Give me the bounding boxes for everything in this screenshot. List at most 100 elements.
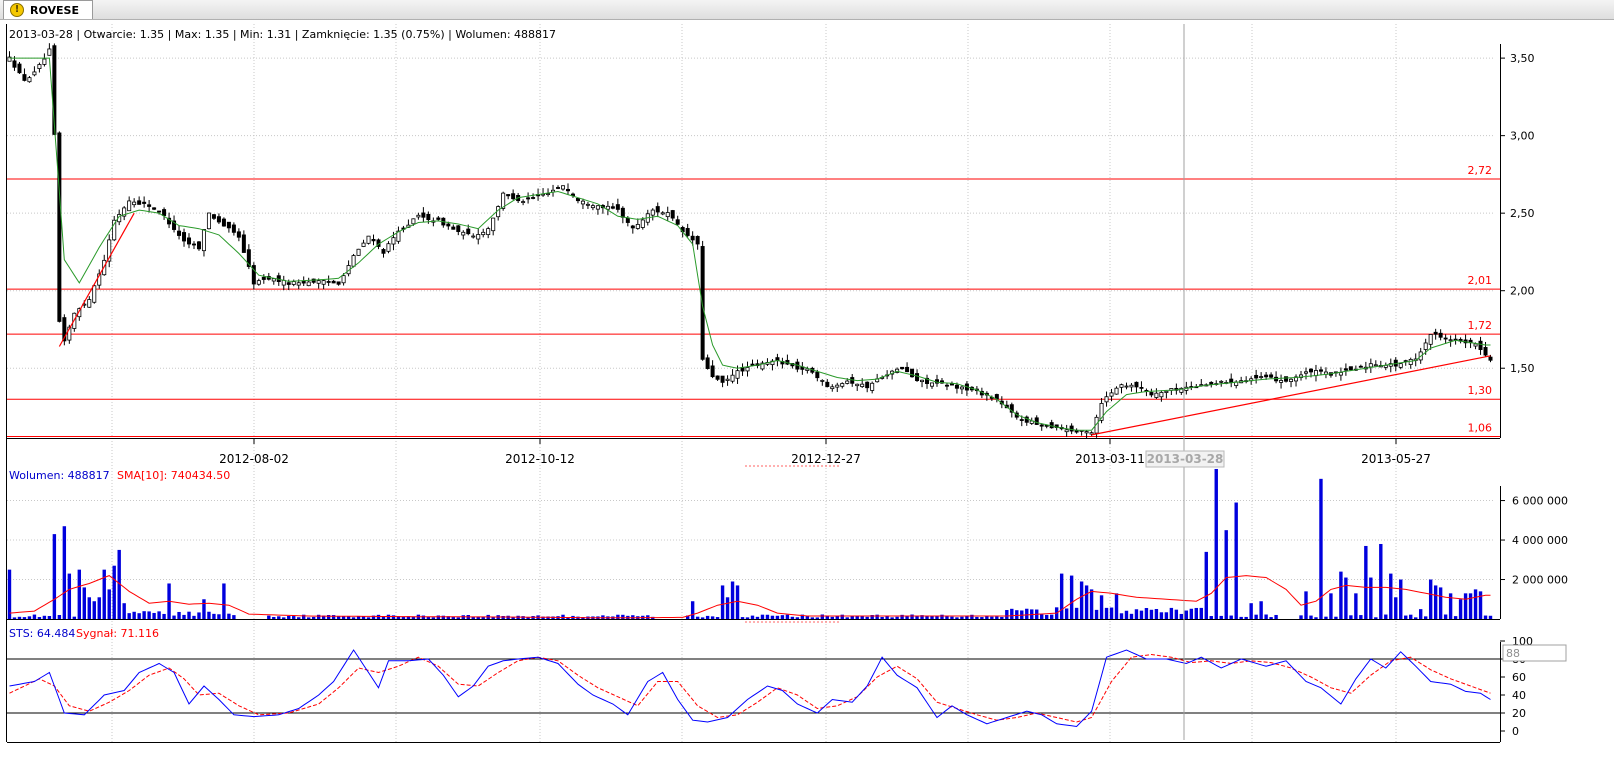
candle-body — [316, 280, 321, 284]
candle-body — [107, 239, 112, 262]
candle-body — [191, 243, 196, 246]
candle-body — [211, 214, 216, 219]
candle-body — [1488, 356, 1493, 361]
sts-tick-label: 0 — [1512, 725, 1519, 738]
candle-body — [954, 384, 959, 389]
volume-bar — [1144, 608, 1149, 619]
volume-bar — [32, 614, 37, 619]
candle-body — [635, 224, 640, 229]
volume-bar — [730, 581, 735, 619]
candle-body — [855, 383, 860, 387]
signal-line — [9, 653, 1491, 723]
volume-tick-label: 6 000 000 — [1512, 495, 1568, 508]
volume-bar — [331, 615, 336, 619]
volume-bar — [815, 617, 820, 619]
sts-tick-label: 40 — [1512, 689, 1526, 702]
volume-bar — [980, 617, 984, 619]
candle-body — [1448, 339, 1453, 342]
candle-body — [246, 249, 251, 267]
candle-body — [605, 205, 610, 210]
candle-body — [660, 212, 665, 215]
candle-body — [1049, 422, 1054, 429]
candle-body — [1094, 416, 1099, 434]
volume-bar — [1309, 615, 1313, 619]
candle-body — [466, 228, 471, 235]
candle-body — [326, 281, 331, 283]
candle-body — [1039, 424, 1044, 427]
candle-body — [256, 280, 261, 285]
trendlines — [58, 212, 1491, 436]
candle-body — [1473, 343, 1478, 347]
candle-body — [1338, 372, 1343, 376]
volume-bars — [7, 468, 1493, 619]
candle-body — [1209, 381, 1214, 385]
volume-bar — [1458, 599, 1463, 619]
candle-body — [820, 380, 825, 382]
price-axis: 3,50 3,00 2,50 2,00 1,50 — [1500, 52, 1535, 375]
sts-legend: STS: 64.484 — [9, 627, 75, 640]
level-label: 1,30 — [1468, 384, 1493, 397]
volume-bar — [112, 565, 116, 619]
candle-body — [261, 276, 266, 280]
candle-body — [565, 188, 570, 192]
volume-bar — [835, 615, 839, 619]
candle-body — [870, 382, 875, 391]
tab-bar: ! ROVESE — [0, 0, 1614, 20]
volume-bar — [1349, 615, 1353, 619]
stock-chart[interactable]: 2,72 2,01 1,72 1,30 1,06 3,50 3,00 2,50 2,00 1,5… — [0, 20, 1614, 764]
volume-bar — [1084, 585, 1089, 619]
volume-bar — [725, 597, 730, 619]
volume-bar — [297, 617, 301, 619]
candle-body — [665, 212, 670, 218]
candle-body — [695, 236, 700, 245]
crosshair-value: 88 — [1506, 647, 1520, 660]
volume-bar — [187, 611, 191, 619]
candle-body — [92, 285, 97, 303]
candle-body — [1358, 365, 1363, 368]
candle-body — [585, 203, 590, 206]
chart-background — [0, 20, 1614, 764]
volume-bar — [451, 616, 455, 619]
volume-bar — [1374, 617, 1378, 619]
tab-title: ROVESE — [30, 3, 79, 17]
candle-body — [710, 365, 715, 378]
volume-bar — [740, 617, 745, 619]
candle-body — [835, 384, 840, 388]
volume-bar — [1473, 589, 1478, 619]
crosshair-date-box — [1145, 450, 1225, 468]
volume-bar — [685, 615, 690, 619]
candle-body — [1129, 384, 1134, 388]
candle-body — [391, 237, 396, 245]
volume-bar — [157, 611, 161, 619]
volume-bar — [22, 617, 27, 619]
candle-body — [411, 218, 416, 225]
volume-bar — [745, 617, 750, 619]
volume-bar — [57, 615, 62, 619]
candle-body — [705, 357, 710, 369]
volume-bar — [695, 616, 700, 619]
tab-rovese[interactable]: ! ROVESE — [3, 0, 93, 19]
candle-body — [1304, 371, 1309, 374]
volume-bar — [880, 616, 884, 619]
volume-bar — [351, 617, 356, 619]
volume-bar — [1264, 614, 1268, 619]
candle-body — [1308, 368, 1313, 373]
volume-bar — [900, 614, 904, 619]
volume-bar — [890, 617, 894, 619]
candle-body — [730, 374, 735, 382]
volume-bar — [1409, 614, 1413, 619]
candle-body — [32, 71, 37, 76]
volume-bar — [1000, 616, 1004, 619]
candle-body — [52, 45, 57, 135]
date-label: 2012-10-12 — [505, 452, 575, 466]
candle-body — [825, 381, 830, 387]
volume-bar — [1364, 545, 1368, 619]
volume-bar — [52, 534, 57, 619]
candle-body — [1318, 369, 1323, 372]
candle-body — [905, 366, 910, 373]
volume-bar — [127, 613, 131, 619]
volume-bar — [720, 585, 725, 619]
candle-body — [142, 201, 147, 204]
candle-body — [336, 281, 341, 285]
volume-bar — [426, 616, 431, 619]
